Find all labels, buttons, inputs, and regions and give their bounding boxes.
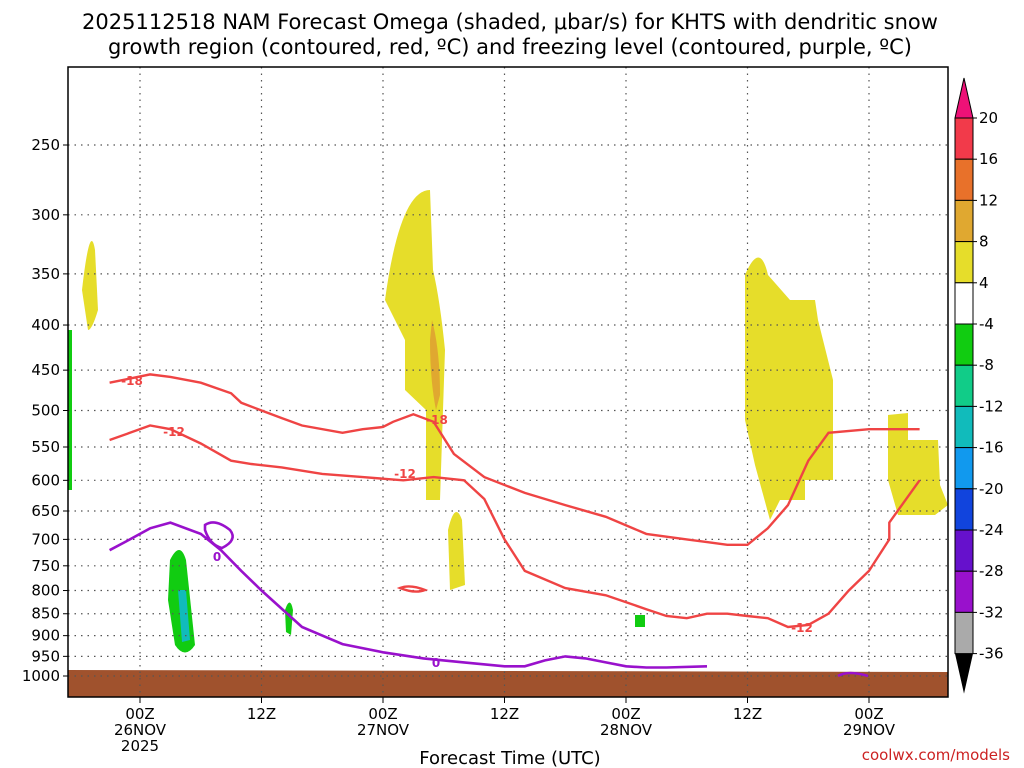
x-tick-label: 26NOV — [114, 721, 167, 739]
contour-label-minus12-b: -12 — [394, 467, 416, 481]
x-tick-label: 00Z — [854, 705, 883, 723]
colorbar-label: -16 — [979, 439, 1004, 457]
colorbar-segment — [954, 323, 974, 366]
dgz-minus12-contour — [109, 424, 921, 629]
colorbar-segment — [954, 570, 974, 613]
chart-title-line1: 2025112518 NAM Forecast Omega (shaded, μ… — [82, 10, 938, 34]
dgz-minus18-contour — [109, 373, 920, 546]
y-tick-label: 550 — [31, 438, 60, 456]
y-tick-label: 500 — [31, 402, 60, 420]
y-tick-label: 250 — [31, 136, 60, 154]
x-tick-label: 12Z — [490, 705, 519, 723]
colorbar-segment — [954, 241, 974, 284]
colorbar-label: -8 — [979, 356, 994, 374]
freezing-level-loop — [203, 521, 234, 550]
omega-shading — [68, 190, 948, 653]
colorbar-label: -28 — [979, 562, 1004, 580]
y-tick-label: 300 — [31, 206, 60, 224]
shade-upward-3 — [448, 512, 465, 590]
shade-upward-5 — [888, 413, 948, 515]
contour-label-zero-b: 0 — [432, 656, 440, 670]
y-tick-label: 750 — [31, 557, 60, 575]
y-tick-label: 600 — [31, 471, 60, 489]
plot-area: -18 -12 -18 -12 -12 0 0 — [67, 66, 949, 698]
contour-label-minus18-b: -18 — [426, 413, 448, 427]
x-tick-label: 27NOV — [357, 721, 410, 739]
colorbar-segment — [954, 529, 974, 572]
colorbar-segment — [954, 364, 974, 407]
x-tick-label: 00Z — [611, 705, 640, 723]
credit-text: coolwx.com/models — [862, 746, 1010, 764]
colorbar-label: -24 — [979, 521, 1004, 539]
y-tick-label: 400 — [31, 316, 60, 334]
colorbar-segment — [954, 405, 974, 449]
shade-upward-4 — [745, 257, 833, 520]
colorbar-label: 20 — [979, 109, 998, 127]
x-tick-label: 29NOV — [843, 721, 896, 739]
shade-sinking-3 — [635, 615, 645, 627]
y-tick-label: 700 — [31, 530, 60, 548]
shade-upward-2 — [385, 190, 445, 500]
gridlines — [68, 67, 948, 697]
y-tick-label: 450 — [31, 361, 60, 379]
colorbar-label: 16 — [979, 150, 998, 168]
colorbar-segment — [954, 199, 974, 243]
colorbar: 20 16 12 8 4 -4 -8 -12 -16 -20 -24 -28 -32 -36 — [954, 77, 1004, 694]
dgz-small-loop — [396, 585, 429, 593]
y-tick-label: 950 — [31, 647, 60, 665]
freezing-level-contour — [108, 521, 708, 669]
x-tick-label: 00Z — [125, 705, 154, 723]
colorbar-label: -32 — [979, 603, 1004, 621]
chart-title-line2: growth region (contoured, red, ºC) and f… — [108, 35, 912, 59]
y-tick-label: 800 — [31, 582, 60, 600]
colorbar-top-arrow — [954, 77, 974, 119]
x-axis-label: Forecast Time (UTC) — [419, 748, 600, 768]
colorbar-label: 4 — [979, 274, 989, 292]
y-tick-label: 900 — [31, 627, 60, 645]
colorbar-segment — [954, 488, 974, 531]
colorbar-bottom-arrow — [955, 653, 973, 694]
contour-labels: -18 -12 -18 -12 -12 0 0 — [121, 374, 813, 670]
x-tick-label: 00Z — [368, 705, 397, 723]
colorbar-label: 8 — [979, 233, 989, 251]
x-tick-label: 12Z — [733, 705, 762, 723]
shade-upward-1 — [82, 241, 98, 330]
colorbar-label: -12 — [979, 397, 1004, 415]
colorbar-label: 12 — [979, 191, 998, 209]
y-tick-label: 850 — [31, 605, 60, 623]
x-tick-label: 28NOV — [600, 721, 653, 739]
shade-upward-core — [430, 320, 440, 410]
colorbar-segment — [954, 282, 974, 325]
colorbar-segment — [954, 447, 974, 490]
shade-sinking-core — [178, 590, 190, 642]
colorbar-segment — [954, 158, 974, 201]
colorbar-label: -20 — [979, 480, 1004, 498]
colorbar-label: -36 — [979, 645, 1004, 663]
y-tick-label: 650 — [31, 502, 60, 520]
shade-sinking-edge — [68, 330, 72, 490]
plot-frame — [67, 66, 949, 698]
y-axis: 250 300 350 400 450 500 550 600 650 700 750 800 850 9… — [22, 136, 68, 685]
contour-label-minus12-c: -12 — [791, 621, 813, 635]
freezing-level-fragment — [837, 671, 869, 678]
colorbar-segment — [954, 117, 974, 160]
shade-sinking-2 — [285, 602, 293, 635]
colorbar-segment — [954, 611, 974, 655]
y-tick-label: 1000 — [22, 667, 60, 685]
contour-label-minus12-a: -12 — [163, 425, 185, 439]
surface-ground — [68, 670, 948, 697]
x-tick-label: 12Z — [247, 705, 276, 723]
contour-label-zero-a: 0 — [213, 550, 221, 564]
contours — [108, 373, 921, 678]
colorbar-label: -4 — [979, 315, 994, 333]
y-tick-label: 350 — [31, 265, 60, 283]
contour-label-minus18-a: -18 — [121, 374, 143, 388]
x-tick-label: 2025 — [121, 737, 159, 755]
